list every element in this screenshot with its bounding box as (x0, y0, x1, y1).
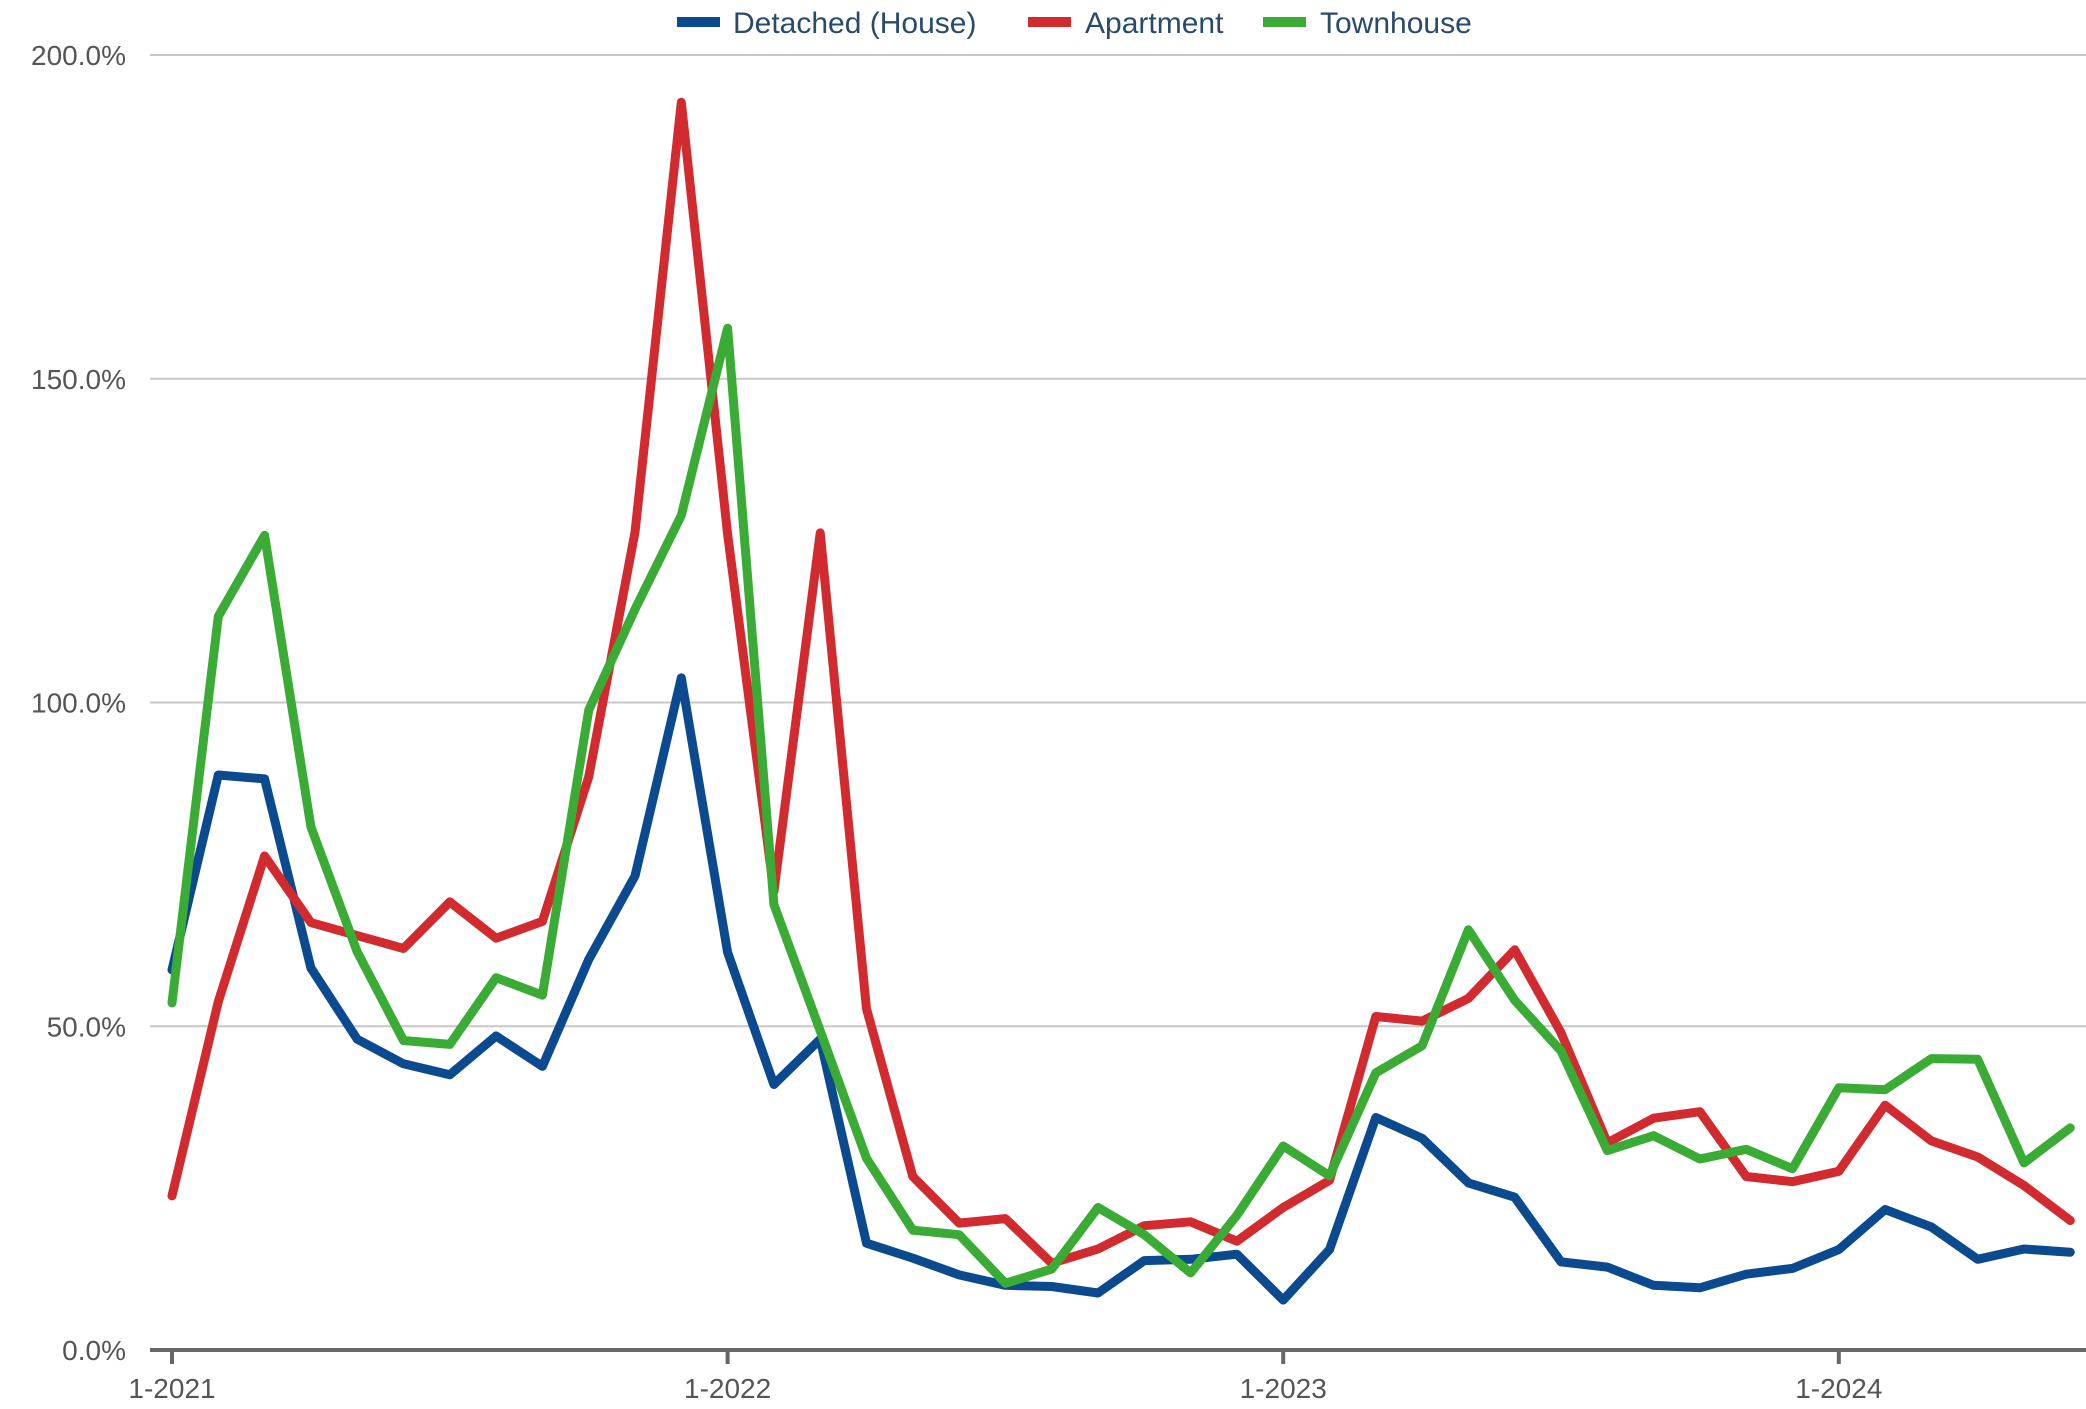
y-tick-label: 100.0% (31, 688, 126, 719)
series-line-apartment (167, 97, 2075, 1268)
series-line-detached-house (167, 673, 2075, 1305)
x-tick-label: 1-2021 (128, 1373, 215, 1404)
y-tick-label: 50.0% (47, 1011, 126, 1042)
legend-label-apartment: Apartment (1085, 7, 1224, 40)
x-tick-label: 1-2024 (1795, 1373, 1882, 1404)
x-axis: 1-2021 1-2022 1-2023 1-2024 (128, 1348, 2086, 1404)
y-axis: 0.0% 50.0% 100.0% 150.0% 200.0% (31, 40, 126, 1366)
y-tick-label: 0.0% (62, 1335, 126, 1366)
series-line-townhouse (167, 323, 2075, 1288)
x-tick-label: 1-2022 (684, 1373, 771, 1404)
gridlines (150, 54, 2086, 1028)
y-tick-label: 150.0% (31, 364, 126, 395)
y-tick-label: 200.0% (31, 40, 126, 71)
series-lines (167, 97, 2075, 1305)
legend-label-detached-house: Detached (House) (733, 7, 976, 40)
legend: Detached (House) Apartment Townhouse (677, 7, 1472, 40)
legend-swatch-detached-house (677, 17, 720, 27)
x-tick-label: 1-2023 (1240, 1373, 1327, 1404)
legend-label-townhouse: Townhouse (1320, 7, 1472, 40)
legend-swatch-townhouse (1263, 17, 1306, 27)
legend-swatch-apartment (1028, 17, 1071, 27)
